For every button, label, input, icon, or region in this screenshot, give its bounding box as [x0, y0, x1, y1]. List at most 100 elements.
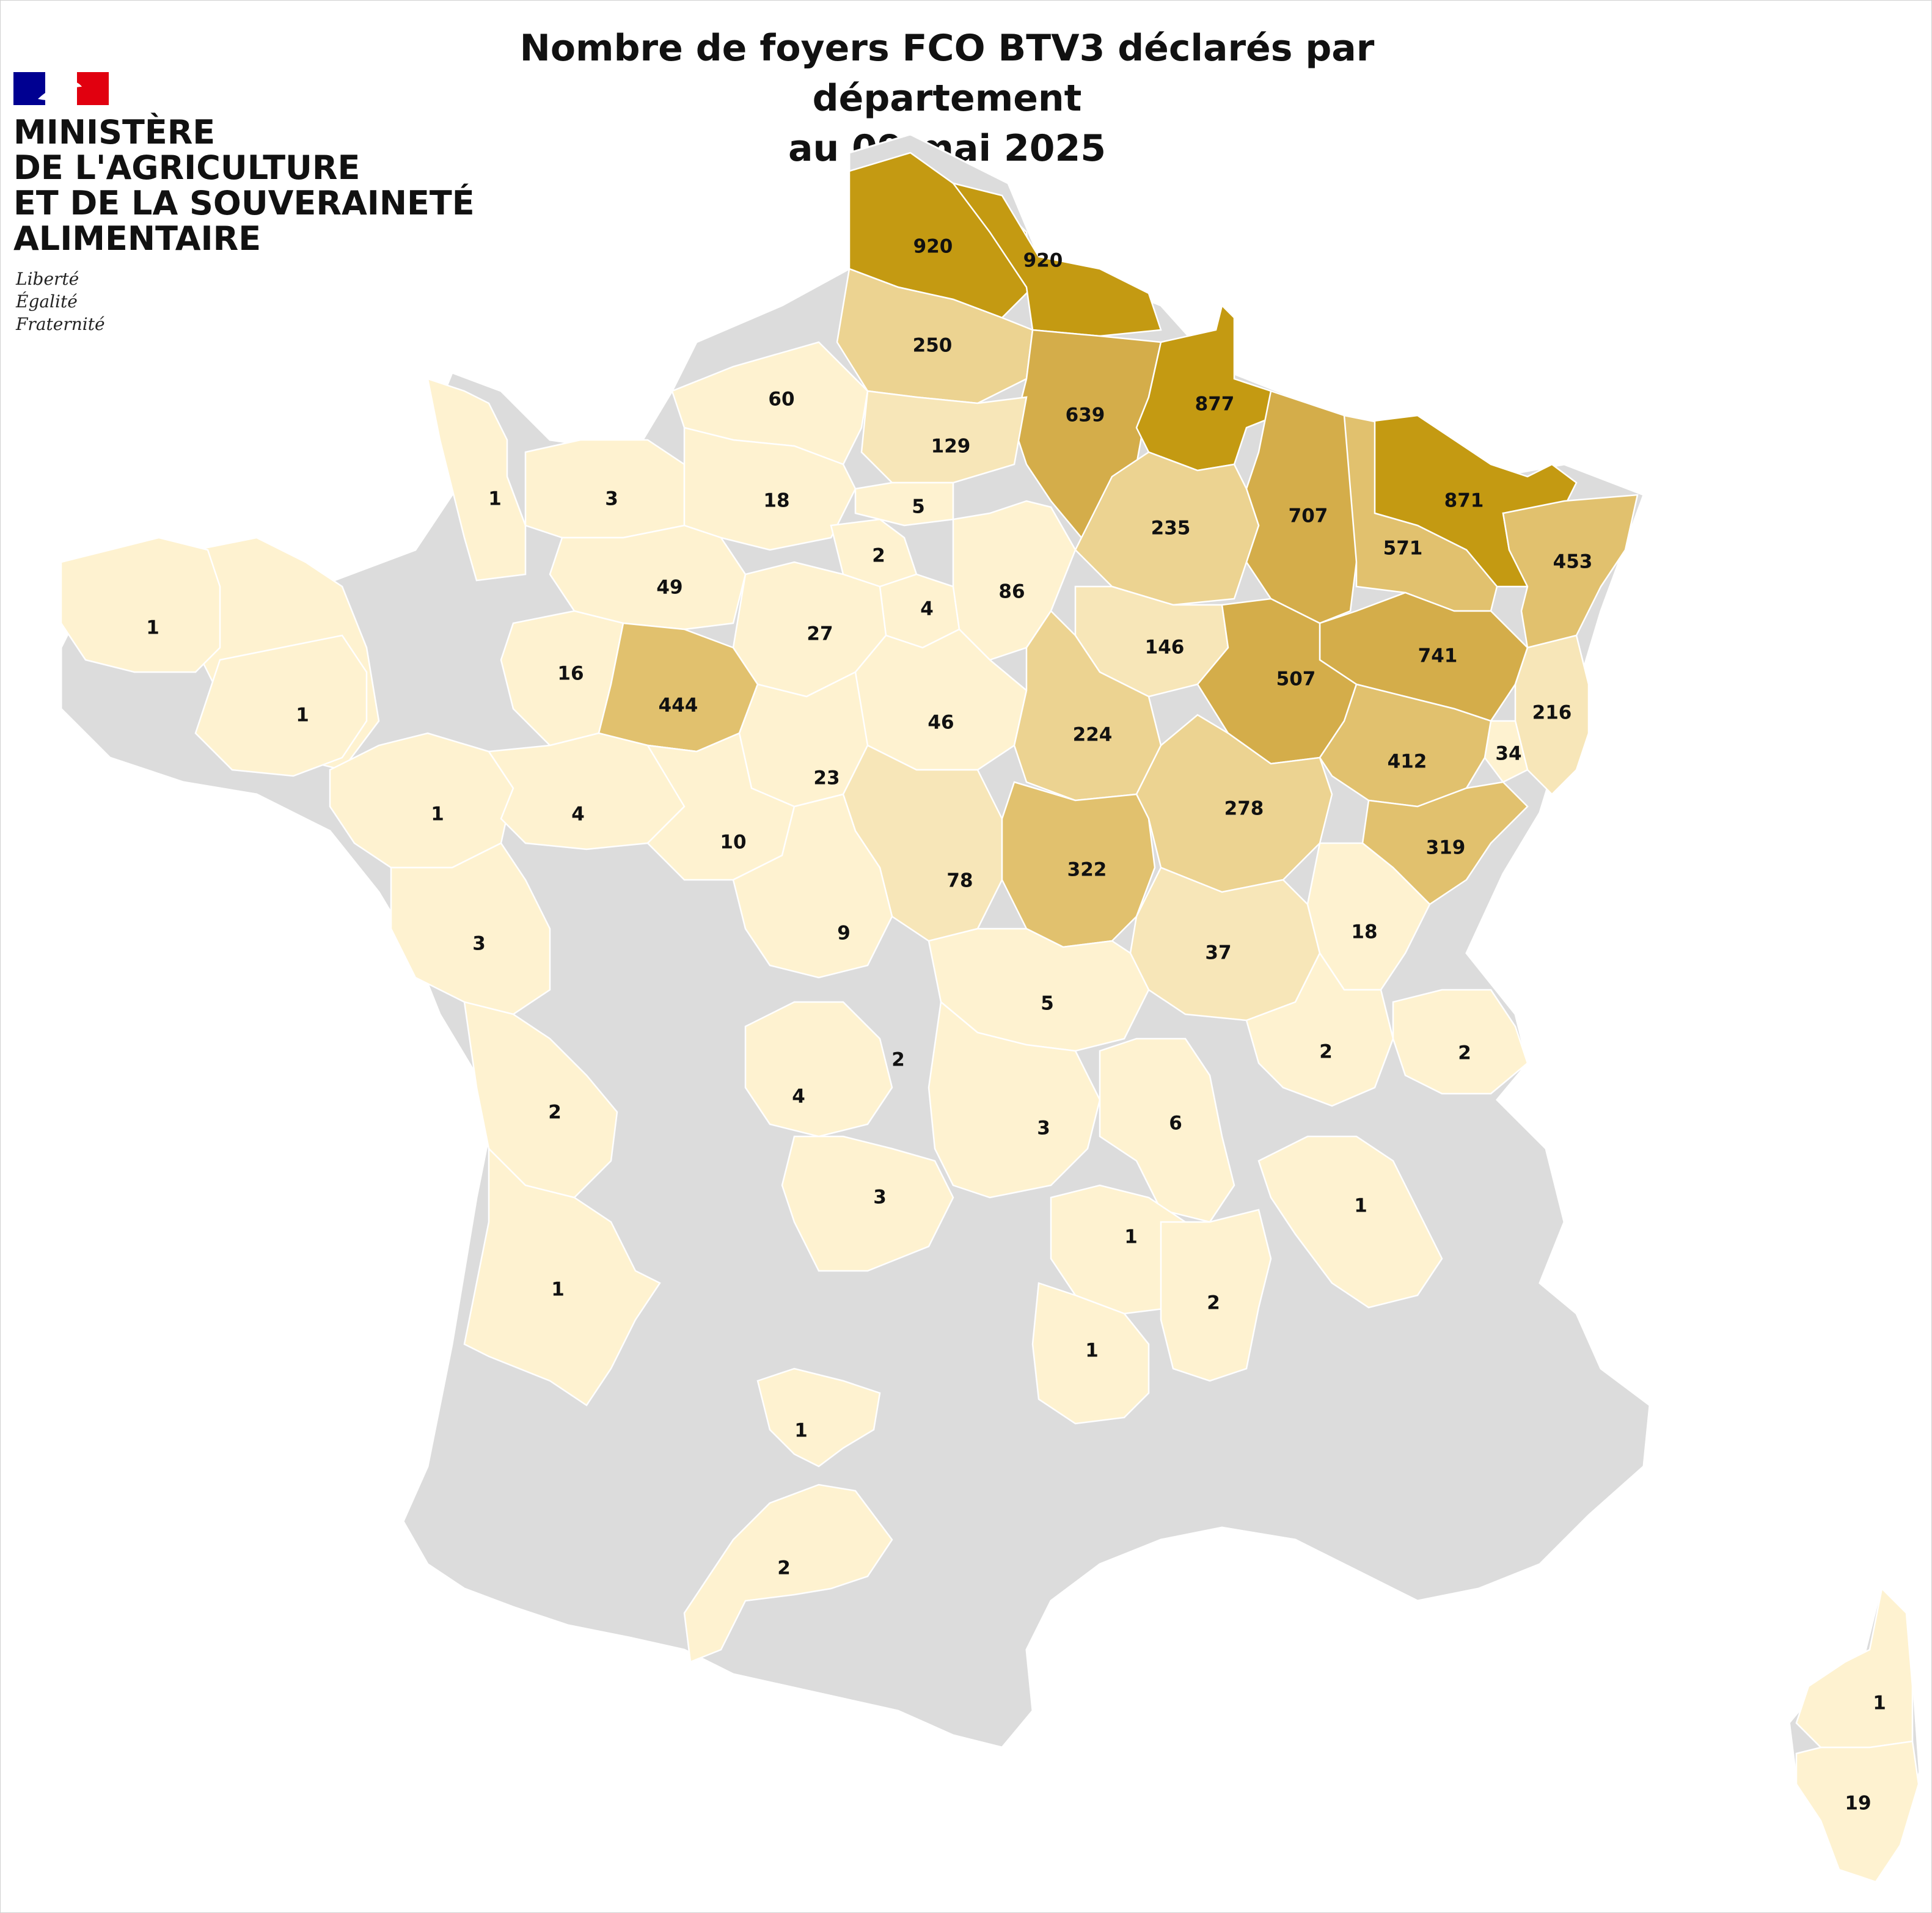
department-isere[interactable]: [1257, 1135, 1443, 1309]
value-label: 1: [1085, 1340, 1099, 1362]
value-label: 2: [777, 1557, 791, 1579]
title-line-1: Nombre de foyers FCO BTV3 déclarés par d…: [519, 27, 1375, 120]
value-label: 3: [472, 933, 486, 955]
value-label: 6: [1169, 1113, 1182, 1135]
value-label: 278: [1224, 798, 1264, 820]
department-nievre[interactable]: [1001, 781, 1156, 948]
value-label: 9: [837, 923, 851, 945]
value-label: 18: [763, 490, 789, 512]
value-label: 2: [891, 1049, 905, 1071]
value-label: 4: [920, 598, 934, 620]
department-charente-maritime[interactable]: [463, 1001, 618, 1199]
value-label: 34: [1495, 743, 1521, 765]
value-label: 1: [296, 704, 309, 726]
value-label: 3: [873, 1187, 887, 1209]
marianne-flag-icon: [13, 72, 109, 105]
department-haute-savoie[interactable]: [1392, 989, 1529, 1095]
value-label: 129: [931, 436, 971, 458]
department-lozere[interactable]: [1031, 1282, 1150, 1425]
value-label: 2: [1458, 1042, 1471, 1064]
department-orne[interactable]: [549, 524, 747, 631]
department-gironde[interactable]: [463, 1146, 661, 1406]
value-label: 1: [488, 488, 502, 510]
ministry-name: MINISTÈRE DE L'AGRICULTURE ET DE LA SOUV…: [13, 115, 502, 257]
value-label: 920: [913, 236, 953, 258]
value-label: 1: [551, 1279, 565, 1301]
value-label: 322: [1067, 859, 1107, 881]
department-haute-vienne[interactable]: [744, 1001, 893, 1138]
value-label: 707: [1289, 505, 1328, 527]
value-label: 2: [872, 545, 885, 567]
value-label: 3: [1037, 1117, 1050, 1139]
motto: Liberté Égalité Fraternité: [16, 268, 105, 335]
department-indre[interactable]: [732, 793, 893, 979]
value-label: 571: [1383, 538, 1423, 560]
value-label: 1: [431, 803, 444, 825]
motto-line: Égalité: [16, 291, 78, 312]
value-label: 216: [1532, 702, 1572, 724]
map-title: Nombre de foyers FCO BTV3 déclarés par d…: [428, 23, 1466, 174]
value-label: 146: [1145, 637, 1185, 659]
value-label: 46: [928, 712, 954, 734]
department-correze[interactable]: [781, 1135, 954, 1272]
ministry-line: ALIMENTAIRE: [13, 219, 262, 258]
department-vendee[interactable]: [390, 842, 551, 1015]
value-label: 37: [1205, 942, 1231, 964]
value-label: 5: [912, 496, 925, 518]
value-label: 639: [1066, 404, 1105, 426]
ministry-line: MINISTÈRE: [13, 113, 216, 152]
department-oise[interactable]: [860, 390, 1028, 484]
value-label: 235: [1151, 518, 1191, 540]
department-meurthe-et-moselle[interactable]: [1343, 414, 1498, 612]
department-jura[interactable]: [1306, 842, 1431, 991]
value-labels: 920 920 250 639 877 60 129 871 1 3 18 5 …: [146, 236, 1871, 1815]
department-manche[interactable]: [426, 378, 527, 582]
department-loire[interactable]: [1099, 1037, 1235, 1223]
value-label: 507: [1276, 668, 1316, 690]
department-finistere[interactable]: [60, 536, 221, 673]
value-label: 4: [571, 803, 585, 825]
value-label: 4: [792, 1086, 805, 1108]
department-tarn-et-garonne[interactable]: [756, 1367, 881, 1468]
departments-layer: [60, 152, 1920, 1883]
department-ardennes[interactable]: [1135, 304, 1278, 472]
value-label: 1: [1873, 1692, 1886, 1714]
department-nord-east[interactable]: [951, 181, 1162, 337]
value-label: 2: [1319, 1041, 1333, 1063]
value-label: 19: [1845, 1793, 1871, 1815]
department-haute-corse[interactable]: [1795, 1587, 1914, 1749]
value-label: 1: [794, 1420, 808, 1442]
value-label: 5: [1041, 993, 1054, 1015]
value-label: 319: [1426, 837, 1466, 859]
value-label: 920: [1023, 250, 1063, 272]
value-label: 877: [1195, 393, 1235, 415]
department-puy-de-dome[interactable]: [928, 1000, 1101, 1199]
value-label: 16: [557, 663, 584, 685]
department-haute-loire[interactable]: [1160, 1209, 1272, 1382]
value-label: 86: [998, 581, 1025, 603]
value-label: 23: [813, 767, 840, 789]
value-label: 224: [1073, 724, 1113, 746]
ministry-line: ET DE LA SOUVERAINETÉ: [13, 184, 475, 222]
value-label: 60: [768, 389, 794, 411]
value-label: 444: [659, 695, 698, 717]
value-label: 871: [1444, 490, 1484, 512]
motto-line: Fraternité: [16, 314, 105, 334]
value-label: 18: [1351, 921, 1377, 943]
value-label: 27: [807, 623, 833, 645]
ministry-line: DE L'AGRICULTURE: [13, 148, 360, 187]
value-label: 741: [1418, 645, 1458, 667]
value-label: 250: [913, 335, 953, 357]
value-label: 10: [720, 832, 746, 854]
value-label: 453: [1553, 551, 1593, 573]
value-label: 2: [1207, 1292, 1220, 1314]
department-haut-rhin[interactable]: [1514, 634, 1590, 796]
value-label: 78: [946, 870, 973, 892]
department-cotes-d-armor[interactable]: [194, 634, 368, 777]
department-haute-garonne[interactable]: [683, 1483, 893, 1663]
value-label: 1: [1124, 1226, 1138, 1248]
department-corse-du-sud[interactable]: [1795, 1740, 1920, 1883]
value-label: 412: [1388, 751, 1427, 773]
value-label: 2: [548, 1102, 562, 1124]
